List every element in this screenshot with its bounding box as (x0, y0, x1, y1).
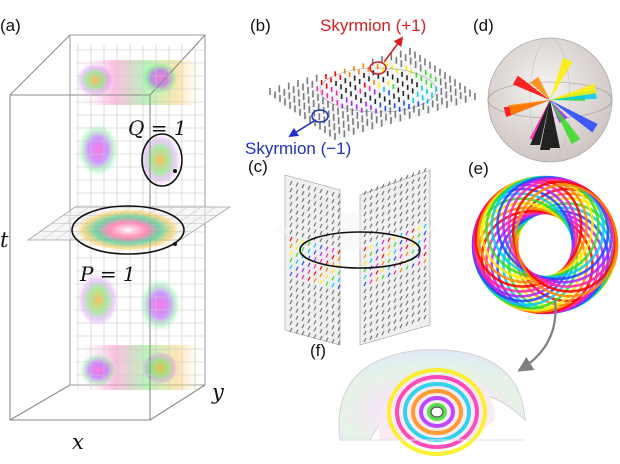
panel-e-label: (e) (468, 159, 489, 178)
p-label: P = 1 (80, 262, 136, 286)
q-label: Q = 1 (128, 116, 187, 140)
y-axis-label: y (212, 380, 224, 404)
panel-b-label: (b) (250, 16, 271, 35)
panel-a-diagram (9, 34, 232, 421)
panel-c-label: (c) (248, 157, 268, 176)
panel-f-label: (f) (310, 341, 327, 360)
panel-e-diagram (471, 175, 619, 315)
skyrmion-minus-label: Skyrmion (−1) (245, 139, 352, 158)
e-to-f-arrow (517, 299, 557, 372)
skyrmion-plus-label: Skyrmion (+1) (320, 16, 427, 35)
t-axis-label: t (0, 228, 9, 252)
panel-d-label: (d) (473, 16, 494, 35)
panel-f-diagram (338, 349, 526, 456)
panel-c-diagram (270, 167, 440, 346)
panel-b-diagram (269, 36, 476, 140)
panel-d-diagram (487, 37, 613, 163)
x-axis-label: x (72, 430, 84, 454)
panel-a-label: (a) (0, 16, 21, 35)
